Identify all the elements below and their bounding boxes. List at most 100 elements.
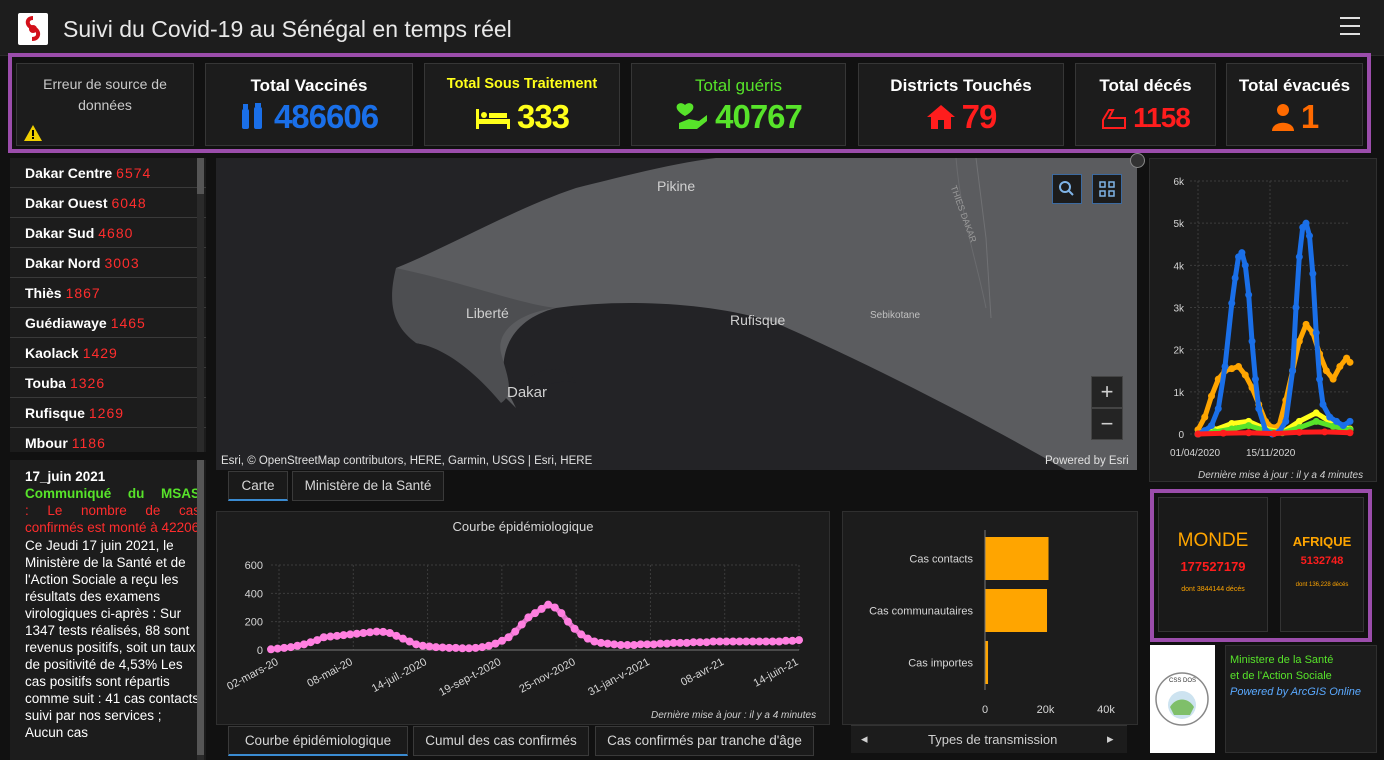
epi-x-tick: 19-sep-t-2020	[437, 656, 503, 699]
district-row[interactable]: Dakar Nord 3003	[10, 248, 206, 278]
district-row[interactable]: Rufisque 1269	[10, 398, 206, 428]
credit-arcgis[interactable]: Powered by ArcGIS Online	[1230, 686, 1362, 698]
epi-data-point	[432, 643, 440, 652]
transmission-bar	[985, 589, 1048, 632]
world-deaths: dont 3844144 décés	[1181, 586, 1245, 593]
trend-y-tick: 6k	[1173, 177, 1185, 188]
district-row[interactable]: Mbour 1186	[10, 428, 206, 452]
district-row[interactable]: Dakar Ouest 6048	[10, 188, 206, 218]
districts-title: Districts Touchés	[890, 76, 1032, 95]
tab-tranche-age[interactable]: Cas confirmés par tranche d'âge	[595, 726, 814, 756]
trend-data-point	[1289, 367, 1297, 375]
district-row[interactable]: Dakar Centre 6574	[10, 158, 206, 188]
district-name: Mbour	[25, 435, 68, 451]
africa-title: AFRIQUE	[1292, 534, 1352, 549]
trend-update-note: Dernière mise à jour : il y a 4 minutes	[1198, 470, 1364, 481]
epi-x-tick: 31-jan-v-2021	[586, 656, 652, 698]
bar-category-label: Cas contacts	[909, 554, 973, 566]
districts-indicator: Districts Touchés 79	[858, 63, 1064, 146]
ministry-logo	[18, 13, 48, 45]
district-name: Touba	[25, 375, 66, 391]
tab-cumul[interactable]: Cumul des cas confirmés	[413, 726, 589, 756]
trend-data-point	[1208, 392, 1216, 400]
district-list-scrollbar[interactable]	[197, 158, 204, 452]
epi-data-point	[570, 624, 579, 633]
epi-data-point	[438, 643, 447, 652]
news-scrollbar[interactable]	[197, 460, 204, 760]
district-row[interactable]: Guédiawaye 1465	[10, 308, 206, 338]
epi-data-point	[293, 641, 302, 650]
district-row[interactable]: Thiès 1867	[10, 278, 206, 308]
trend-data-point	[1302, 320, 1310, 328]
map-label-pikine: Pikine	[657, 178, 696, 194]
hamburger-menu-icon[interactable]	[1340, 17, 1360, 35]
epi-data-point	[366, 628, 374, 637]
map-qr-button[interactable]	[1092, 174, 1122, 204]
district-name: Dakar Nord	[25, 255, 101, 271]
zoom-out-button[interactable]: −	[1091, 408, 1123, 440]
epi-data-point	[689, 638, 698, 647]
trend-data-point	[1292, 304, 1300, 311]
epi-data-point	[649, 640, 658, 649]
credit-ministry-line1: Ministere de la Santé	[1230, 654, 1334, 666]
epi-data-point	[359, 629, 368, 637]
epi-data-point	[669, 638, 678, 647]
map-search-button[interactable]	[1052, 174, 1082, 204]
epi-data-point	[451, 643, 460, 652]
epi-data-point	[352, 629, 361, 638]
epi-chart-title: Courbe épidémiologique	[453, 519, 594, 534]
epi-data-point	[458, 644, 467, 653]
district-row[interactable]: Dakar Sud 4680	[10, 218, 206, 248]
trend-data-point	[1339, 422, 1347, 430]
trend-y-tick: 2k	[1173, 346, 1185, 357]
tab-ministere[interactable]: Ministère de la Santé	[292, 471, 444, 501]
districts-value: 79	[961, 98, 998, 135]
epi-data-point	[372, 627, 381, 636]
trend-data-point	[1241, 371, 1249, 379]
epi-data-point	[465, 644, 473, 653]
trend-data-point	[1219, 429, 1227, 437]
epi-data-point	[623, 641, 632, 650]
map-basemap	[216, 158, 1137, 470]
tab-courbe[interactable]: Courbe épidémiologique	[228, 726, 408, 756]
district-row[interactable]: Kaolack 1429	[10, 338, 206, 368]
vaccines-title: Total Vaccinés	[250, 76, 368, 95]
epi-data-point	[319, 633, 328, 642]
trend-data-point	[1228, 365, 1236, 373]
district-row[interactable]: Touba 1326	[10, 368, 206, 398]
prev-chart-button[interactable]: ◂	[861, 731, 868, 746]
district-name: Guédiawaye	[25, 315, 107, 331]
district-count: 6048	[111, 195, 147, 211]
qr-code-icon	[1099, 181, 1115, 197]
deaths-title: Total décés	[1099, 76, 1192, 95]
next-chart-button[interactable]: ▸	[1107, 731, 1114, 746]
trend-data-point	[1241, 261, 1249, 269]
search-icon	[1059, 181, 1074, 196]
zoom-in-button[interactable]: +	[1091, 376, 1123, 408]
trend-data-point	[1312, 329, 1320, 337]
epi-data-point	[491, 639, 500, 648]
epi-data-point	[610, 640, 619, 649]
transmission-nav-label: Types de transmission	[928, 732, 1058, 747]
map-view[interactable]: Pikine Liberté Dakar Rufisque Sebikotane…	[216, 158, 1137, 470]
coffin-icon	[1102, 109, 1127, 129]
trend-data-point	[1255, 405, 1263, 413]
fullscreen-icon[interactable]	[1130, 153, 1145, 168]
map-attribution: Esri, © OpenStreetMap contributors, HERE…	[221, 455, 593, 467]
tab-carte[interactable]: Carte	[228, 471, 288, 501]
recovered-value: 40767	[715, 98, 803, 135]
deaths-indicator: Total décés 1158	[1075, 63, 1216, 146]
epi-data-point	[471, 643, 480, 652]
evacuated-title: Total évacués	[1238, 76, 1351, 95]
epi-data-point	[590, 637, 599, 646]
africa-card: AFRIQUE 5132748 dont 136,228 décés	[1280, 497, 1364, 632]
epi-curve-chart: Courbe épidémiologique 0 200 400 600 02-mars-…	[225, 519, 803, 699]
trend-data-point	[1245, 422, 1253, 430]
trend-data-point	[1208, 422, 1216, 430]
trend-chart: 0 1k 2k 3k 4k 5k 6k 01/04/2020 15/11/2020	[1170, 177, 1354, 459]
district-name: Kaolack	[25, 345, 79, 361]
epi-data-point	[399, 634, 407, 643]
epi-data-point	[405, 637, 414, 646]
trend-data-point	[1251, 375, 1259, 383]
district-count: 3003	[104, 255, 140, 271]
